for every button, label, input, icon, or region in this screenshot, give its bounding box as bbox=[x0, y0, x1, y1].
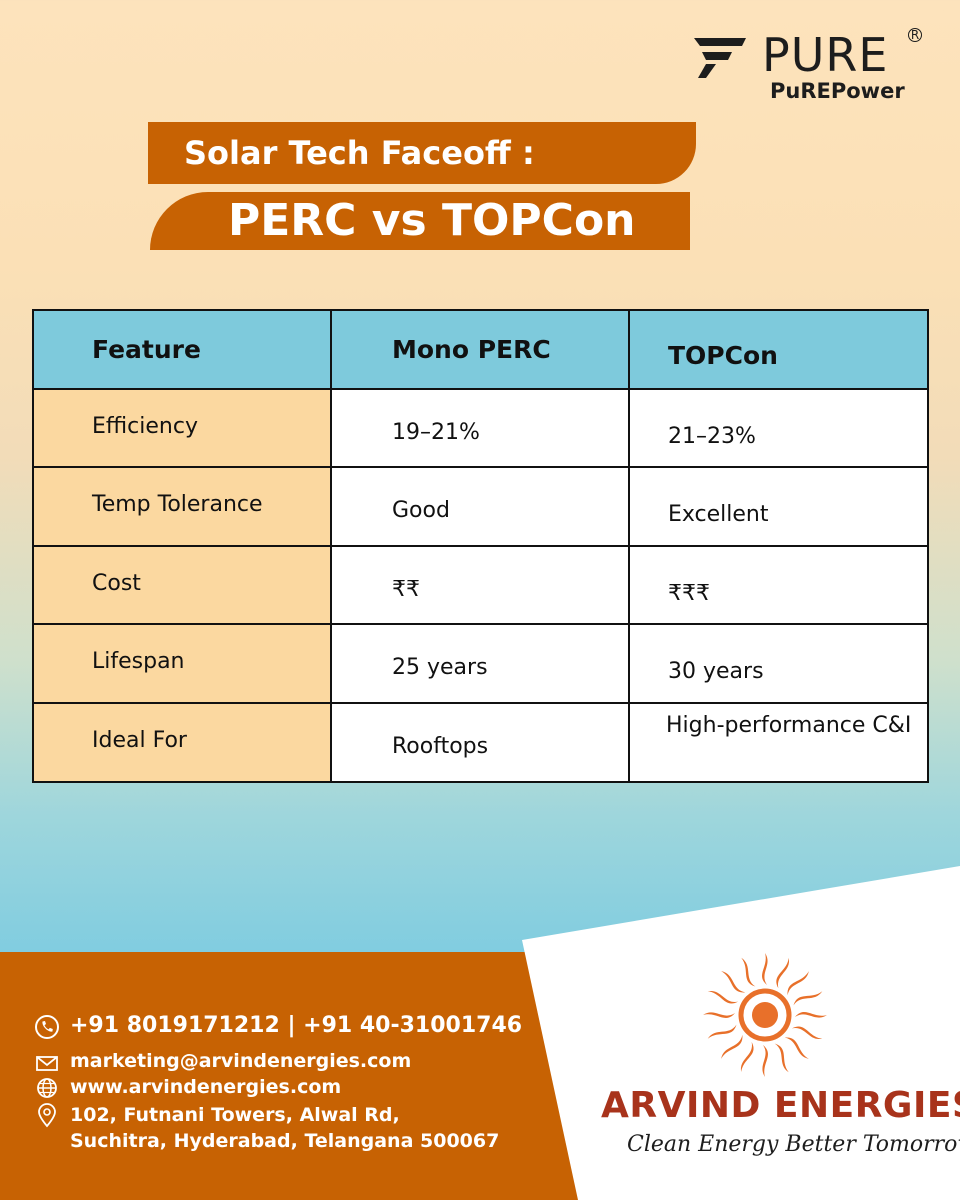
row-perc-value: 19–21% bbox=[392, 420, 480, 445]
header-topcon: TOPCon bbox=[668, 341, 778, 370]
sun-logo-icon bbox=[703, 953, 827, 1077]
brand-logo-icon bbox=[694, 38, 746, 78]
company-name: ARVIND ENERGIES bbox=[601, 1085, 960, 1126]
header-mono-perc: Mono PERC bbox=[392, 335, 551, 364]
company-tagline: Clean Energy Better Tomorrow bbox=[627, 1132, 960, 1157]
row-feature: Ideal For bbox=[92, 728, 187, 753]
header-feature: Feature bbox=[92, 335, 201, 364]
row-topcon-value: Excellent bbox=[668, 502, 769, 527]
row-perc-value: Good bbox=[392, 498, 450, 523]
table-header-row: Feature Mono PERC TOPCon bbox=[34, 311, 927, 390]
row-perc-value: Rooftops bbox=[392, 734, 489, 759]
row-perc-value: 25 years bbox=[392, 655, 488, 680]
title-line1: Solar Tech Faceoff : bbox=[184, 134, 535, 172]
row-topcon-value: 30 years bbox=[668, 659, 764, 684]
location-pin-icon bbox=[38, 1103, 56, 1128]
title-line2: PERC vs TOPCon bbox=[228, 195, 636, 246]
row-topcon-value: High-performance C&I bbox=[666, 713, 912, 738]
row-feature: Lifespan bbox=[92, 649, 185, 674]
brand-logo: PURE R PuREPower bbox=[692, 28, 922, 108]
table-row: Ideal For Rooftops High-performance C&I bbox=[34, 704, 927, 781]
row-topcon-value: 21–23% bbox=[668, 424, 756, 449]
mail-icon bbox=[36, 1056, 58, 1071]
row-feature: Temp Tolerance bbox=[92, 492, 263, 517]
address-line2: Suchitra, Hyderabad, Telangana 500067 bbox=[70, 1130, 500, 1152]
row-feature: Cost bbox=[92, 571, 141, 596]
registered-mark: R bbox=[908, 28, 922, 42]
title-banner-top: Solar Tech Faceoff : bbox=[148, 122, 696, 184]
address-line1: 102, Futnani Towers, Alwal Rd, bbox=[70, 1104, 400, 1126]
phone-icon bbox=[35, 1015, 59, 1039]
title-banner-bottom: PERC vs TOPCon bbox=[150, 192, 690, 250]
row-feature: Efficiency bbox=[92, 414, 198, 439]
comparison-table: Feature Mono PERC TOPCon Efficiency 19–2… bbox=[32, 309, 929, 783]
row-perc-value: ₹₹ bbox=[392, 577, 420, 602]
table-row: Temp Tolerance Good Excellent bbox=[34, 468, 927, 547]
table-row: Efficiency 19–21% 21–23% bbox=[34, 390, 927, 468]
table-row: Lifespan 25 years 30 years bbox=[34, 625, 927, 704]
row-topcon-value: ₹₹₹ bbox=[668, 581, 710, 606]
table-row: Cost ₹₹ ₹₹₹ bbox=[34, 547, 927, 625]
globe-icon bbox=[37, 1078, 57, 1098]
brand-subtitle: PuREPower bbox=[770, 79, 905, 103]
brand-name: PURE bbox=[762, 28, 889, 82]
